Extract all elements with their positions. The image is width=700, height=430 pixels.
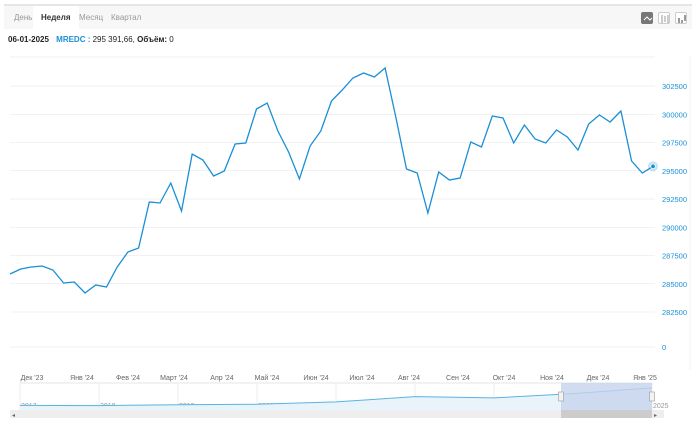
x-tick-label: Ноя '24 [540,375,564,382]
x-tick-label: Авг '24 [398,375,420,382]
x-tick-label: Янв '25 [633,375,657,382]
ohlc-chart-icon[interactable] [658,12,670,24]
toolbar: День Неделя Месяц Квартал [4,4,692,31]
y-tick-label: 282500 [662,308,687,317]
tab-day[interactable]: День [14,13,33,22]
y-tick-label: 0 [662,343,666,352]
hover-marker [650,163,656,170]
x-tick-label: Июл '24 [349,375,374,382]
x-tick-label: Апр '24 [210,375,234,382]
x-tick-label: Фев '24 [116,375,140,382]
info-value: 295 391,66, [92,35,135,44]
info-volume-label: Объём: [137,35,168,44]
navigator-handle[interactable] [649,391,655,402]
tooltip-info: 06-01-2025 MREDC : 295 391,66, Объём: 0 [8,35,174,44]
y-tick-label: 285000 [662,280,687,289]
y-tick-label: 297500 [662,139,687,148]
navigator-selection[interactable] [561,383,652,410]
info-date: 06-01-2025 [8,35,49,44]
tab-month[interactable]: Месяц [79,13,104,22]
y-tick-label: 290000 [662,223,687,232]
tab-week[interactable]: Неделя [33,6,79,31]
x-tick-label: Янв '24 [70,375,94,382]
scroll-right-arrow[interactable]: ▸ [654,413,657,419]
navigator-year-label: 2025 [653,403,669,410]
x-tick-label: Март '24 [160,375,188,382]
tab-quarter[interactable]: Квартал [111,13,142,22]
x-tick-label: Июн '24 [303,375,328,382]
x-tick-label: Окт '24 [493,375,516,382]
y-tick-label: 302500 [662,82,687,91]
info-ticker: MREDC : [56,35,91,44]
line-chart-icon[interactable] [641,12,653,24]
navigator-handle[interactable] [558,391,564,402]
y-tick-label: 287500 [662,252,687,261]
x-tick-label: Сен '24 [446,375,470,382]
scrollbar-thumb[interactable] [561,410,652,418]
y-tick-label: 300000 [662,110,687,119]
info-volume: 0 [169,35,174,44]
y-tick-label: 295000 [662,167,687,176]
candle-chart-icon[interactable] [675,12,687,24]
x-tick-label: Май '24 [255,374,280,382]
price-line [9,66,654,294]
scroll-left-arrow[interactable]: ◂ [12,413,15,419]
x-tick-label: Дек '24 [587,375,610,382]
navigator-line [19,387,653,407]
scrollbar-track[interactable] [10,410,664,418]
x-tick-label: Дек '23 [21,375,44,382]
navigator-area [20,387,652,410]
y-tick-label: 292500 [662,195,687,204]
